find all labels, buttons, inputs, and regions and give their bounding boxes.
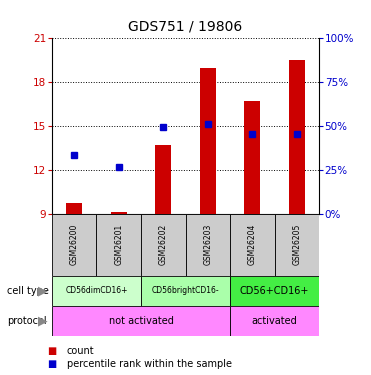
Bar bbox=[111, 212, 127, 214]
Bar bbox=[52, 214, 96, 276]
Bar bbox=[230, 306, 319, 336]
Text: ▶: ▶ bbox=[38, 284, 47, 297]
Bar bbox=[141, 214, 186, 276]
Text: GSM26203: GSM26203 bbox=[203, 224, 212, 266]
Bar bbox=[230, 214, 275, 276]
Bar bbox=[52, 276, 141, 306]
Text: ■: ■ bbox=[47, 359, 56, 369]
Text: GSM26201: GSM26201 bbox=[114, 224, 123, 266]
Bar bbox=[289, 60, 305, 214]
Text: ■: ■ bbox=[47, 346, 56, 355]
Text: activated: activated bbox=[252, 316, 298, 326]
Text: cell type: cell type bbox=[7, 286, 49, 296]
Text: percentile rank within the sample: percentile rank within the sample bbox=[67, 359, 232, 369]
Bar bbox=[66, 204, 82, 214]
Text: ▶: ▶ bbox=[38, 314, 47, 327]
Text: CD56+CD16+: CD56+CD16+ bbox=[240, 286, 309, 296]
Text: protocol: protocol bbox=[7, 316, 47, 326]
Bar bbox=[141, 276, 230, 306]
Bar bbox=[96, 214, 141, 276]
Bar bbox=[230, 276, 319, 306]
Bar bbox=[200, 68, 216, 214]
Text: not activated: not activated bbox=[109, 316, 173, 326]
Text: GDS751 / 19806: GDS751 / 19806 bbox=[128, 19, 243, 33]
Bar bbox=[52, 306, 230, 336]
Bar bbox=[155, 145, 171, 214]
Bar bbox=[244, 100, 260, 214]
Text: GSM26202: GSM26202 bbox=[159, 224, 168, 266]
Bar bbox=[186, 214, 230, 276]
Text: CD56dimCD16+: CD56dimCD16+ bbox=[65, 286, 128, 295]
Text: GSM26200: GSM26200 bbox=[70, 224, 79, 266]
Bar bbox=[275, 214, 319, 276]
Text: GSM26204: GSM26204 bbox=[248, 224, 257, 266]
Text: CD56brightCD16-: CD56brightCD16- bbox=[152, 286, 219, 295]
Text: GSM26205: GSM26205 bbox=[292, 224, 301, 266]
Text: count: count bbox=[67, 346, 94, 355]
